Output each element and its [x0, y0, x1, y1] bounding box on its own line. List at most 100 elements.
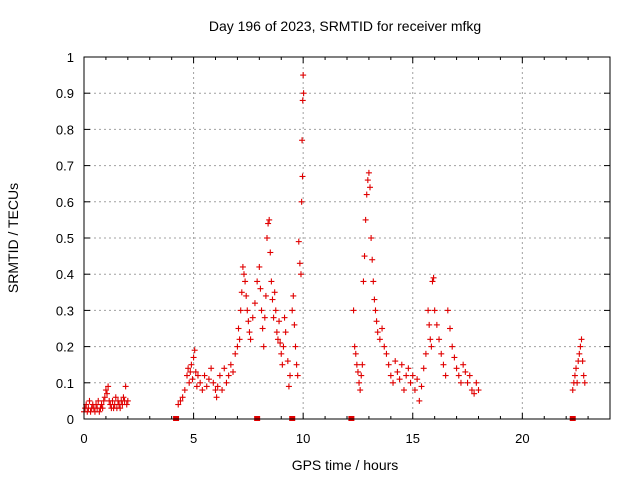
- y-axis-label: SRMTID / TECUs: [5, 183, 21, 293]
- data-point: [93, 401, 100, 408]
- data-point: [187, 368, 194, 375]
- data-point: [373, 318, 380, 325]
- data-point: [396, 376, 403, 383]
- data-point: [249, 314, 256, 321]
- data-point: [436, 336, 443, 343]
- data-point: [438, 350, 445, 357]
- data-point: [351, 343, 358, 350]
- data-point: [411, 387, 418, 394]
- data-point: [400, 387, 407, 394]
- data-point: [364, 177, 371, 184]
- data-point: [390, 379, 397, 386]
- y-tick-label: 0.3: [56, 303, 74, 318]
- data-point: [270, 314, 277, 321]
- data-point: [353, 361, 360, 368]
- data-point: [109, 397, 116, 404]
- data-point: [199, 387, 206, 394]
- data-point: [259, 325, 266, 332]
- data-point: [223, 379, 230, 386]
- data-point: [175, 401, 182, 408]
- data-point: [192, 368, 199, 375]
- data-point: [475, 387, 482, 394]
- data-point: [234, 343, 241, 350]
- data-point: [418, 383, 425, 390]
- data-point: [420, 365, 427, 372]
- data-point: [405, 365, 412, 372]
- data-point: [254, 278, 261, 285]
- data-point: [268, 278, 275, 285]
- data-point: [374, 329, 381, 336]
- data-point: [425, 307, 432, 314]
- data-point: [240, 271, 247, 278]
- data-point: [105, 383, 112, 390]
- data-point: [379, 325, 386, 332]
- data-point: [236, 336, 243, 343]
- data-points: [81, 72, 588, 421]
- data-point: [124, 397, 131, 404]
- data-point: [189, 376, 196, 383]
- data-point: [237, 307, 244, 314]
- y-tick-label: 0.6: [56, 195, 74, 210]
- data-point: [360, 278, 367, 285]
- data-point: [352, 350, 359, 357]
- data-point: [225, 372, 232, 379]
- data-point: [101, 394, 108, 401]
- data-point: [191, 347, 198, 354]
- data-point: [387, 372, 394, 379]
- data-point: [449, 343, 456, 350]
- data-point: [96, 408, 103, 415]
- data-point: [190, 354, 197, 361]
- data-point: [260, 343, 267, 350]
- data-point: [369, 256, 376, 263]
- data-point: [99, 405, 106, 412]
- data-point: [426, 321, 433, 328]
- x-axis-label: GPS time / hours: [292, 457, 399, 473]
- y-tick-label: 1: [67, 50, 74, 65]
- data-point: [370, 278, 377, 285]
- data-point: [269, 296, 276, 303]
- chart-title: Day 196 of 2023, SRMTID for receiver mfk…: [209, 18, 481, 34]
- y-tick-label: 0.7: [56, 159, 74, 174]
- data-point: [117, 405, 124, 412]
- data-point: [447, 325, 454, 332]
- data-point: [193, 383, 200, 390]
- data-point: [238, 289, 245, 296]
- data-point: [242, 278, 249, 285]
- data-point: [372, 307, 379, 314]
- data-point: [177, 397, 184, 404]
- data-point: [267, 249, 274, 256]
- data-point: [232, 350, 239, 357]
- data-point: [462, 368, 469, 375]
- data-point: [365, 169, 372, 176]
- data-point: [433, 321, 440, 328]
- data-point: [239, 263, 246, 270]
- data-point: [100, 397, 107, 404]
- data-point: [300, 90, 307, 97]
- data-point: [574, 379, 581, 386]
- data-point: [186, 379, 193, 386]
- data-point: [429, 278, 436, 285]
- data-point: [213, 394, 220, 401]
- data-point: [299, 137, 306, 144]
- data-point: [219, 387, 226, 394]
- data-point: [578, 336, 585, 343]
- y-tick-label: 0.2: [56, 340, 74, 355]
- data-point: [398, 361, 405, 368]
- data-point: [188, 361, 195, 368]
- y-tick-label: 0.9: [56, 86, 74, 101]
- data-point: [261, 314, 268, 321]
- data-point: [466, 372, 473, 379]
- data-point: [444, 307, 451, 314]
- data-point: [272, 307, 279, 314]
- data-point: [227, 361, 234, 368]
- data-point: [368, 235, 375, 241]
- data-point: [86, 397, 93, 404]
- data-point: [201, 372, 208, 379]
- data-point: [580, 372, 587, 379]
- data-point: [244, 307, 251, 314]
- data-point: [104, 390, 111, 397]
- data-point: [455, 372, 462, 379]
- data-point: [256, 263, 263, 270]
- data-point: [264, 235, 271, 241]
